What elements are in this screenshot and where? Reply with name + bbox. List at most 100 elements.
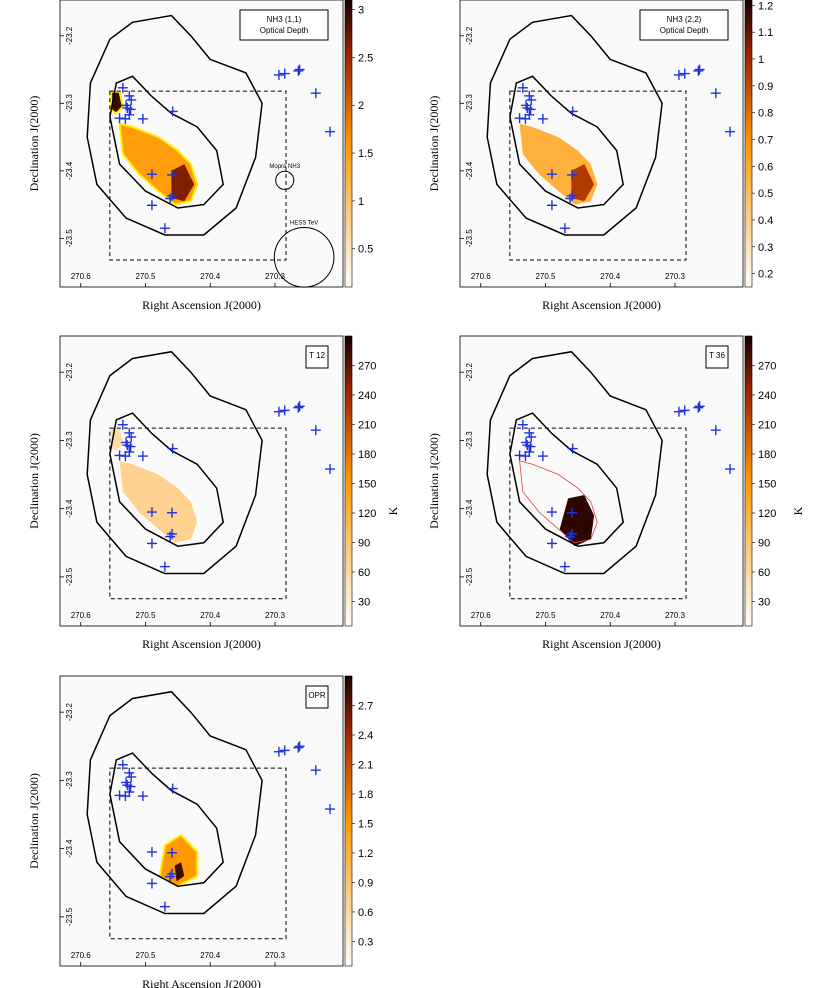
colorbar-tick-label: 90 <box>358 537 370 549</box>
y-tick-label: -23.3 <box>465 94 474 113</box>
colorbar-tick-label: 30 <box>758 596 770 608</box>
colorbar-tick-label: 0.9 <box>758 81 773 93</box>
y-tick-label: -23.3 <box>465 431 474 450</box>
x-axis-title: Right Ascension J(2000) <box>142 637 261 651</box>
source-cross <box>524 90 535 101</box>
source-cross <box>694 401 705 412</box>
y-axis-title: Declination J(2000) <box>427 96 441 192</box>
colorbar-unit: K <box>791 506 805 515</box>
inner-contour <box>509 75 625 209</box>
colorbar-tick-label: 2.1 <box>358 759 373 771</box>
panel-label-box <box>639 9 729 41</box>
colorbar-tick-label: 1.2 <box>758 0 773 12</box>
colorbar-tick-label: 0.5 <box>358 244 373 256</box>
colorbar-tick-label: 2.5 <box>358 52 373 64</box>
beam-label: Mopra NH3 <box>269 164 300 170</box>
colorbar <box>744 0 753 288</box>
colorbar-tick-label: 0.4 <box>758 215 773 227</box>
panel-label-box <box>705 345 729 369</box>
source-cross <box>137 451 148 462</box>
source-cross <box>114 450 125 461</box>
source-cross <box>293 742 304 753</box>
x-tick-label: 270.5 <box>535 272 556 281</box>
y-tick-label: -23.2 <box>65 26 74 45</box>
panel-label-text: T 36 <box>709 351 725 360</box>
source-cross <box>524 427 535 438</box>
colorbar-tick-label: 2.7 <box>358 700 373 712</box>
panel-p3: T 12 270.6 270.5 270.4 270.3 -23.2 -23.3 -23.4 -… <box>27 335 400 651</box>
dashed-box <box>109 90 287 261</box>
colorbar-tick-label: 0.6 <box>758 161 773 173</box>
beam-circle <box>275 170 295 190</box>
source-cross <box>279 68 290 79</box>
y-tick-label: -23.5 <box>65 907 74 926</box>
inner-contour <box>109 412 225 547</box>
source-cross <box>159 561 170 572</box>
panel-label-text: NH3 (2,2) <box>667 15 702 24</box>
beam-circle <box>273 226 335 288</box>
source-cross <box>679 405 690 416</box>
x-tick-label: 270.5 <box>135 951 156 960</box>
source-cross <box>567 443 578 454</box>
source-cross <box>546 538 557 549</box>
source-cross <box>165 531 176 542</box>
x-tick-label: 270.6 <box>471 272 492 281</box>
colorbar <box>744 335 753 627</box>
source-cross <box>546 169 557 180</box>
dashed-box <box>109 767 287 940</box>
colorbar-tick-label: 1.5 <box>358 148 373 160</box>
source-cross <box>710 88 721 99</box>
panel-label-text: Optical Depth <box>260 26 308 35</box>
x-axis-title: Right Ascension J(2000) <box>142 298 261 312</box>
source-cross <box>146 507 157 518</box>
emission-region <box>174 862 185 882</box>
colorbar-tick-label: 1.8 <box>358 789 373 801</box>
y-tick-label: -23.2 <box>65 362 74 381</box>
plot-frame <box>59 0 344 288</box>
inner-contour <box>109 752 225 887</box>
source-cross <box>325 464 336 475</box>
y-tick-label: -23.4 <box>65 499 74 518</box>
source-cross <box>567 507 578 518</box>
y-tick-label: -23.3 <box>65 771 74 790</box>
source-cross <box>125 104 136 115</box>
source-cross <box>525 104 536 115</box>
outer-contour <box>86 350 263 575</box>
source-cross <box>167 783 178 794</box>
y-tick-label: -23.2 <box>465 26 474 45</box>
source-cross <box>146 878 157 889</box>
source-cross <box>525 441 536 452</box>
source-cross <box>537 451 548 462</box>
source-cross <box>310 425 321 436</box>
colorbar-tick-label: 210 <box>358 419 376 431</box>
panel-p1: Mopra NH3 HESS TeV NH3 (1,1) Optical Depth 2… <box>27 0 373 312</box>
x-tick-label: 270.3 <box>265 611 286 620</box>
source-cross <box>293 65 304 76</box>
source-cross <box>310 765 321 776</box>
source-cross <box>294 401 305 412</box>
source-cross <box>294 741 305 752</box>
emission-region <box>119 460 198 543</box>
source-cross <box>559 561 570 572</box>
panel-p5: OPR 270.6 270.5 270.4 270.3 -23.2 -23.3 -23.4 -2… <box>27 675 373 988</box>
emission-region <box>171 164 195 202</box>
source-cross <box>325 126 336 137</box>
source-cross <box>117 419 128 430</box>
x-tick-label: 270.3 <box>665 272 686 281</box>
colorbar-tick-label: 0.6 <box>358 907 373 919</box>
source-cross <box>546 507 557 518</box>
colorbar-tick-label: 3 <box>358 5 364 17</box>
source-cross <box>517 82 528 93</box>
source-cross <box>167 169 178 180</box>
source-cross <box>146 200 157 211</box>
panel-label-box <box>305 685 329 709</box>
x-tick-label: 270.5 <box>135 272 156 281</box>
outer-contour <box>486 14 663 236</box>
source-cross <box>124 767 135 778</box>
colorbar-tick-label: 1.5 <box>358 818 373 830</box>
emission-region <box>571 164 595 202</box>
panel-p2: NH3 (2,2) Optical Depth 270.6 270.5 270.4 270… <box>427 0 773 312</box>
source-cross <box>694 64 705 75</box>
x-tick-label: 270.6 <box>71 272 92 281</box>
dashed-box <box>509 90 687 261</box>
